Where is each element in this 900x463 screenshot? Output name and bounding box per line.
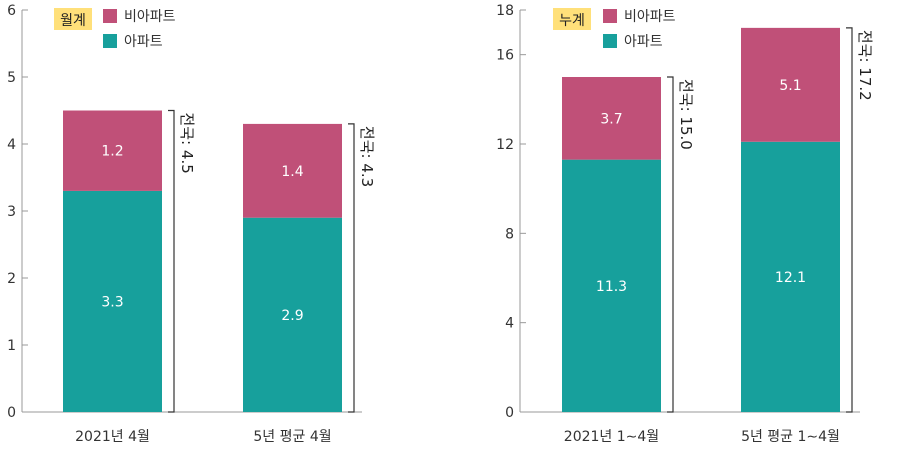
badge-background xyxy=(553,8,591,30)
total-bracket xyxy=(348,123,355,413)
value-label-non-apartment: 1.2 xyxy=(101,144,123,160)
y-tick-label: 16 xyxy=(496,48,514,64)
bar-non-apartment xyxy=(243,123,342,218)
badge-label: 월계 xyxy=(60,13,86,29)
total-label: 전국: 4.3 xyxy=(358,126,376,187)
bar-apartment xyxy=(243,217,342,412)
y-tick-label: 0 xyxy=(505,405,514,421)
value-label-non-apartment: 5.1 xyxy=(779,78,801,94)
legend-apartment-swatch xyxy=(603,34,617,48)
bar-apartment xyxy=(63,190,162,412)
total-label: 전국: 17.2 xyxy=(856,30,874,101)
y-tick-label: 18 xyxy=(496,3,514,19)
y-tick-label: 0 xyxy=(7,405,16,421)
total-bracket xyxy=(846,27,853,413)
legend-apartment-label: 아파트 xyxy=(624,34,663,50)
value-label-apartment: 3.3 xyxy=(101,294,123,310)
bar-non-apartment xyxy=(562,77,661,160)
y-tick-label: 3 xyxy=(7,204,16,220)
y-tick-label: 2 xyxy=(7,271,16,287)
chart-panel-1: 0 1 2 3 4 5 6 3.3 1.2 전국: 4.5 2021년 4월 2.9 1.4 전국: 4.… xyxy=(7,3,376,445)
total-bracket xyxy=(667,76,674,413)
category-label: 5년 평균 1∼4월 xyxy=(741,429,840,445)
legend-apartment-swatch xyxy=(103,34,117,48)
bar-non-apartment xyxy=(741,27,840,142)
y-tick-label: 8 xyxy=(505,226,514,242)
value-label-apartment: 11.3 xyxy=(596,279,627,295)
legend-non-apartment-label: 비아파트 xyxy=(124,9,176,25)
category-label: 2021년 1∼4월 xyxy=(564,429,659,445)
chart-panel-2: 0 4 8 12 16 18 11.3 3.7 전국: 15.0 2021년 1∼4월 12.1 5.… xyxy=(496,3,874,445)
value-label-non-apartment: 1.4 xyxy=(281,164,303,180)
y-tick-label: 6 xyxy=(7,3,16,19)
value-label-non-apartment: 3.7 xyxy=(600,111,622,127)
value-label-apartment: 2.9 xyxy=(281,308,303,324)
category-label: 5년 평균 4월 xyxy=(253,429,331,445)
badge-background xyxy=(54,8,92,30)
bar-non-apartment xyxy=(63,110,162,191)
y-tick-label: 12 xyxy=(496,137,514,153)
legend-non-apartment-label: 비아파트 xyxy=(624,9,676,25)
y-tick-label: 4 xyxy=(7,137,16,153)
category-label: 2021년 4월 xyxy=(75,429,150,445)
bar-apartment xyxy=(741,141,840,412)
y-tick-label: 5 xyxy=(7,70,16,86)
badge-label: 누계 xyxy=(559,13,585,29)
y-tick-label: 4 xyxy=(505,316,514,332)
value-label-apartment: 12.1 xyxy=(775,270,806,286)
total-bracket xyxy=(168,109,175,413)
legend-non-apartment-swatch xyxy=(603,9,617,23)
bar-apartment xyxy=(562,159,661,412)
legend-apartment-label: 아파트 xyxy=(124,34,163,50)
y-tick-label: 1 xyxy=(7,338,16,354)
total-label: 전국: 15.0 xyxy=(677,79,695,150)
total-label: 전국: 4.5 xyxy=(178,113,196,174)
legend-non-apartment-swatch xyxy=(103,9,117,23)
